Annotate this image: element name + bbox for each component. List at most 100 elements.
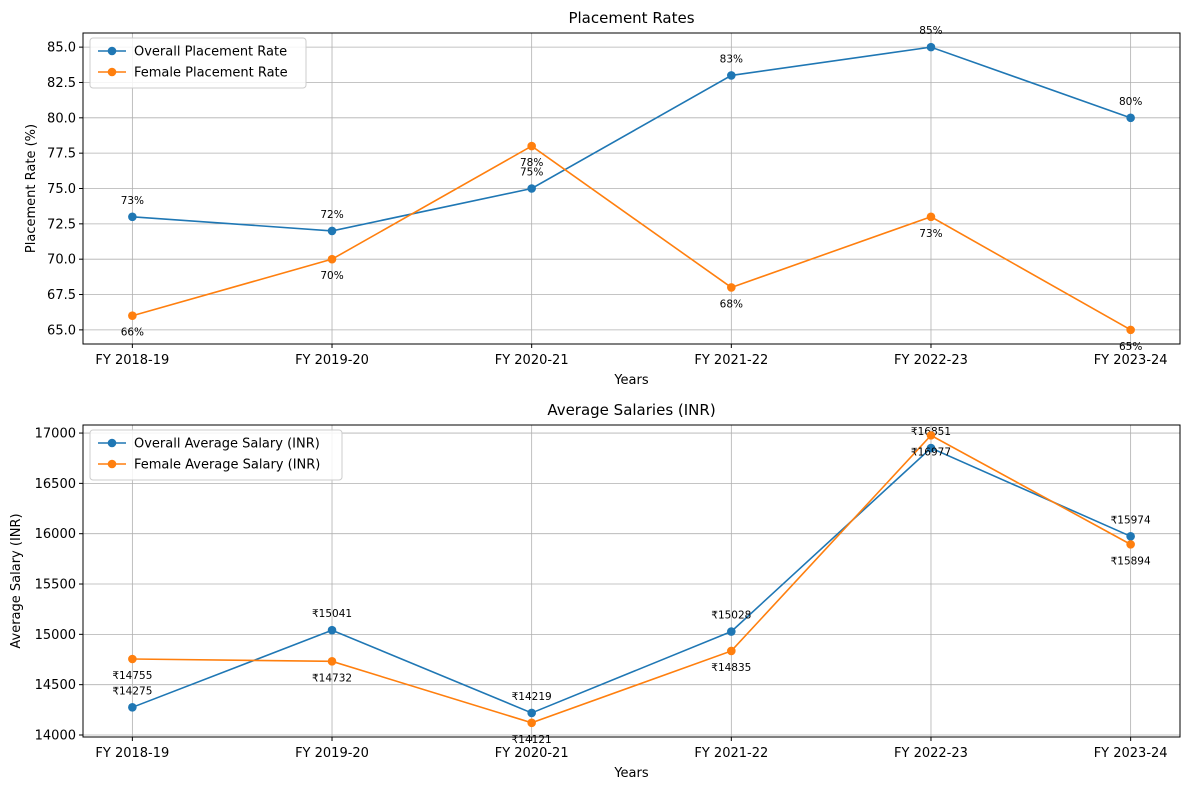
data-point xyxy=(327,254,337,264)
data-label: 85% xyxy=(919,25,942,37)
y-tick-label: 16000 xyxy=(35,527,76,542)
data-point xyxy=(1126,325,1135,335)
data-point xyxy=(1126,113,1135,123)
x-tick-label: FY 2021-22 xyxy=(694,746,768,761)
y-tick-label: 75.0 xyxy=(47,182,76,197)
data-point xyxy=(128,703,137,712)
data-point xyxy=(527,141,536,151)
y-tick-label: 14500 xyxy=(35,678,76,693)
legend-label: Female Average Salary (INR) xyxy=(134,458,320,473)
data-label: ₹15894 xyxy=(1111,555,1151,567)
series-line xyxy=(132,447,1131,714)
series-line xyxy=(132,46,1131,232)
legend-box xyxy=(89,37,307,89)
data-point xyxy=(327,625,337,635)
data-label: 72% xyxy=(320,209,343,221)
y-tick-label: 80.0 xyxy=(47,111,76,126)
x-tick-label: FY 2022-23 xyxy=(894,746,968,761)
x-tick-label: FY 2019-20 xyxy=(295,746,369,761)
data-label: ₹14732 xyxy=(312,672,352,684)
data-label: ₹15974 xyxy=(1111,514,1151,526)
data-point xyxy=(727,283,736,292)
y-tick-label: 77.5 xyxy=(47,147,76,162)
chart-2: 14000 14500 15000 15500 16000 16500 17000 FY 20… xyxy=(9,401,1181,781)
data-label: ₹16977 xyxy=(911,446,951,458)
chart-title: Average Salaries (INR) xyxy=(547,401,715,419)
data-point xyxy=(727,627,736,636)
data-point xyxy=(327,226,337,236)
x-tick-label: FY 2018-19 xyxy=(95,746,169,761)
data-label: ₹15028 xyxy=(711,610,751,622)
data-label: ₹14275 xyxy=(112,685,152,697)
y-tick-label: 70.0 xyxy=(47,253,76,268)
legend: Overall Placement Rate Female Placement R… xyxy=(89,37,307,89)
y-axis-label: Average Salary (INR) xyxy=(9,513,24,648)
data-point xyxy=(1126,540,1135,549)
data-point xyxy=(727,646,736,656)
series-2: 66% 70% 78% 68% 73% 65% xyxy=(121,141,1142,353)
y-tick-label: 85.0 xyxy=(47,41,76,56)
legend-label: Overall Average Salary (INR) xyxy=(134,437,320,452)
x-tick-label: FY 2023-24 xyxy=(1094,353,1168,368)
series-line xyxy=(132,145,1132,331)
data-point xyxy=(128,311,137,321)
data-label: 70% xyxy=(320,270,343,282)
y-tick-label: 16500 xyxy=(35,477,76,492)
y-tick-label: 82.5 xyxy=(47,76,76,91)
data-point xyxy=(926,212,936,222)
data-label: ₹14121 xyxy=(512,734,552,746)
legend-marker xyxy=(107,46,117,56)
y-axis-label: Placement Rate (%) xyxy=(24,124,39,253)
x-tick-label: FY 2018-19 xyxy=(95,353,169,368)
chart-title: Placement Rates xyxy=(568,9,694,27)
data-point xyxy=(527,184,536,193)
legend: Overall Average Salary (INR) Female Avera… xyxy=(89,429,343,481)
legend-box xyxy=(89,429,343,481)
x-tick-label: FY 2022-23 xyxy=(894,353,968,368)
data-point xyxy=(1126,532,1135,541)
data-label: 73% xyxy=(121,195,144,207)
data-label: 78% xyxy=(520,157,543,169)
y-tick-label: 15500 xyxy=(35,578,76,593)
legend-marker xyxy=(107,67,117,77)
x-tick-label: FY 2021-22 xyxy=(694,353,768,368)
x-tick-label: FY 2020-21 xyxy=(495,746,569,761)
y-tick-label: 72.5 xyxy=(47,217,76,232)
data-label: ₹14219 xyxy=(512,691,552,703)
data-label: 66% xyxy=(121,327,144,339)
y-tick-label: 17000 xyxy=(35,427,76,442)
data-point xyxy=(527,708,536,718)
data-label: ₹15041 xyxy=(312,608,352,620)
x-tick-label: FY 2020-21 xyxy=(495,353,569,368)
series-line xyxy=(132,434,1132,724)
x-tick-label: FY 2019-20 xyxy=(295,353,369,368)
x-tick-label: FY 2023-24 xyxy=(1094,746,1168,761)
data-label: 83% xyxy=(720,53,743,65)
data-point xyxy=(926,42,936,52)
data-label: 75% xyxy=(520,167,543,179)
data-point xyxy=(128,212,137,222)
series-1: 73% 72% 75% 83% 85% 80% xyxy=(121,25,1142,236)
data-point xyxy=(527,718,536,728)
data-point xyxy=(128,654,137,664)
plot-frame xyxy=(82,424,1181,738)
data-label: ₹14835 xyxy=(711,662,751,674)
y-tick-label: 14000 xyxy=(35,728,76,743)
x-axis-label: Years xyxy=(613,766,649,781)
y-tick-label: 67.5 xyxy=(47,288,76,303)
data-label: 73% xyxy=(919,228,942,240)
chart-1: 65.0 67.5 70.0 72.5 75.0 77.5 80.0 82.5 85.0 FY 2… xyxy=(24,9,1181,388)
x-axis-label: Years xyxy=(613,373,649,388)
legend-marker xyxy=(107,459,117,469)
data-label: 80% xyxy=(1119,96,1142,108)
legend-label: Female Placement Rate xyxy=(134,66,288,81)
series-1: ₹14275₹15041₹14219₹15028₹16851₹15974 xyxy=(112,426,1151,718)
legend-label: Overall Placement Rate xyxy=(134,45,287,60)
data-label: ₹14755 xyxy=(112,670,152,682)
y-tick-label: 65.0 xyxy=(47,323,76,338)
data-label: 68% xyxy=(720,298,743,310)
series-2: ₹14755 ₹14732 ₹14121 ₹14835 ₹16977 ₹15894 xyxy=(112,431,1151,746)
data-point xyxy=(727,71,736,80)
